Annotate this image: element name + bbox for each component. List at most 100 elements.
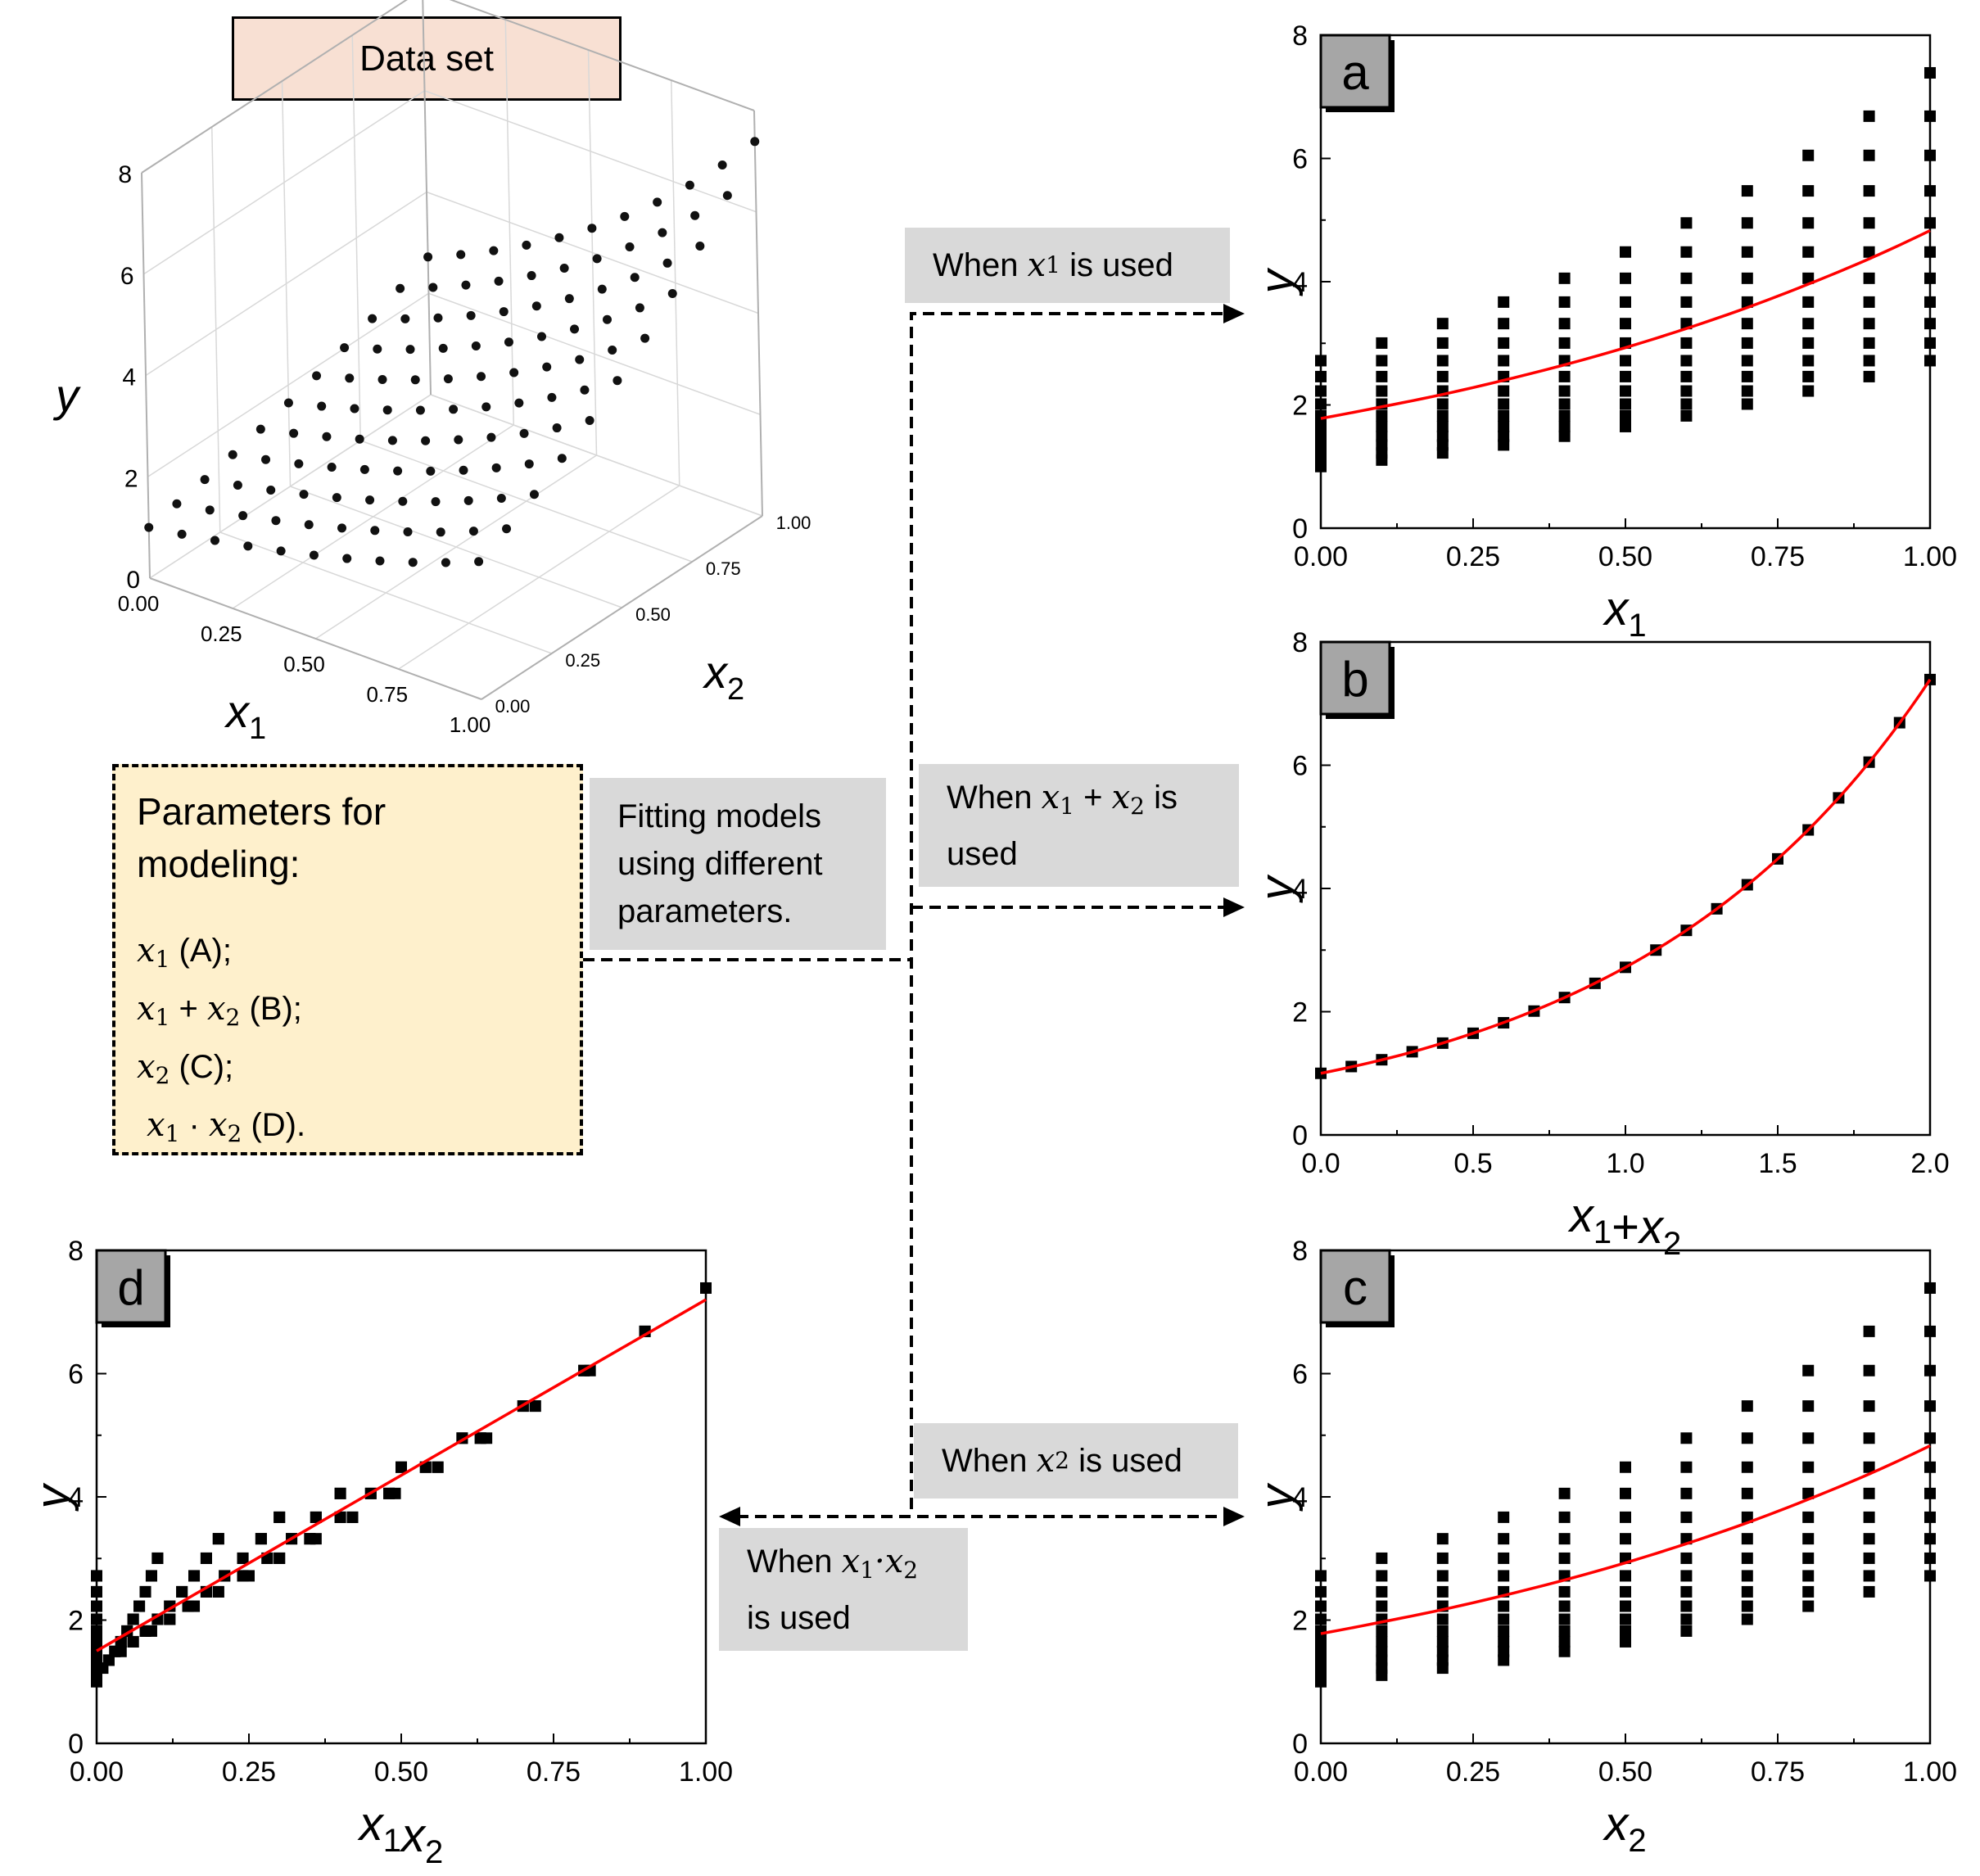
data-point <box>1315 409 1327 422</box>
data-point <box>1436 439 1449 451</box>
data-point <box>635 303 644 313</box>
data-point <box>1863 1400 1875 1413</box>
data-point <box>255 424 265 434</box>
data-point <box>466 310 476 320</box>
data-point <box>91 1570 102 1582</box>
fit-curve <box>96 1298 707 1652</box>
data-point <box>499 307 509 317</box>
data-point <box>531 301 541 311</box>
data-point <box>1558 318 1571 330</box>
data-point <box>1680 1570 1693 1582</box>
data-point <box>1924 272 1936 284</box>
data-point <box>1558 420 1571 432</box>
data-point <box>1863 1511 1875 1523</box>
data-point <box>205 505 215 515</box>
data-point <box>1741 1585 1753 1598</box>
data-point <box>1376 370 1388 382</box>
panel-letter-box <box>1319 1249 1391 1324</box>
data-point <box>1680 370 1693 382</box>
data-point <box>1376 409 1388 422</box>
data-point <box>359 464 369 474</box>
data-point <box>1863 296 1875 308</box>
data-point <box>1802 1552 1815 1564</box>
wall-grid-line <box>430 394 763 517</box>
data-point <box>1924 1364 1936 1376</box>
data-point <box>1741 355 1753 367</box>
data-point <box>1315 370 1327 382</box>
data-point <box>1924 149 1936 161</box>
data-point <box>327 462 337 472</box>
data-point <box>1802 1511 1815 1523</box>
data-point <box>1558 296 1571 308</box>
callout-d-sub2: 2 <box>903 1556 919 1584</box>
data-point <box>1741 1511 1753 1523</box>
data-point <box>580 385 590 395</box>
data-point <box>585 415 594 425</box>
data-point <box>182 1600 194 1612</box>
data-point <box>1863 1487 1875 1499</box>
data-point <box>373 344 382 354</box>
data-point <box>1924 1570 1936 1582</box>
callout-a-var: x <box>1027 246 1047 284</box>
data-point <box>91 1600 102 1612</box>
data-point <box>717 160 727 170</box>
plot-frame <box>1319 640 1932 1137</box>
data-point <box>334 1487 346 1499</box>
callout-d: When x1·x2 is used <box>719 1528 968 1651</box>
data-point <box>255 1533 267 1545</box>
data-point <box>1680 1585 1693 1598</box>
data-point <box>1924 217 1936 229</box>
data-point <box>1436 337 1449 349</box>
data-point <box>542 362 552 372</box>
data-point <box>529 490 539 500</box>
data-point <box>1680 337 1693 349</box>
data-point <box>405 345 415 355</box>
data-point <box>1802 296 1815 308</box>
data-point <box>1315 430 1327 442</box>
data-point <box>667 288 677 298</box>
data-point <box>139 1585 151 1598</box>
data-point <box>1680 1432 1693 1444</box>
data-point <box>1376 439 1388 451</box>
data-point <box>662 258 672 268</box>
data-point <box>1741 1600 1753 1612</box>
data-point <box>1863 1552 1875 1564</box>
arrowhead-b <box>1223 897 1245 917</box>
data-point <box>529 1400 541 1413</box>
data-point <box>1620 1461 1631 1473</box>
x2-tick-label: 0.00 <box>495 696 531 716</box>
x2-tick-label: 0.50 <box>635 604 671 625</box>
data-point <box>273 1511 286 1523</box>
data-point <box>210 536 219 545</box>
data-point <box>554 233 564 242</box>
wall-grid-line <box>426 191 759 314</box>
data-point <box>1741 1487 1753 1499</box>
data-point <box>1802 1400 1815 1413</box>
data-point <box>547 392 557 402</box>
x-tick-label: 0.0 <box>1301 1148 1340 1179</box>
data-point <box>1620 246 1631 258</box>
data-point <box>1558 272 1571 284</box>
data-point <box>1558 337 1571 349</box>
data-point <box>1620 1613 1631 1625</box>
data-point <box>1680 385 1693 397</box>
data-point <box>212 1585 224 1598</box>
z-tick-label: 4 <box>122 364 136 391</box>
data-point <box>1863 1364 1875 1376</box>
x1-axis-label: x1 <box>224 685 266 746</box>
data-point <box>1558 1487 1571 1499</box>
data-point <box>1924 1282 1936 1294</box>
x-axis-label: x1x2 <box>357 1797 444 1870</box>
data-point <box>1620 1570 1631 1582</box>
fitting-line-1: Fitting models <box>617 798 821 834</box>
data-point <box>200 475 210 485</box>
x1-tick-label: 1.00 <box>450 712 491 737</box>
data-point <box>1376 1552 1388 1564</box>
data-point <box>1863 185 1875 197</box>
data-point <box>461 280 471 290</box>
data-point <box>722 191 732 201</box>
data-point <box>1558 1511 1571 1523</box>
x-tick-label: 0.75 <box>527 1756 581 1788</box>
data-point <box>468 527 478 536</box>
data-point <box>355 434 364 444</box>
